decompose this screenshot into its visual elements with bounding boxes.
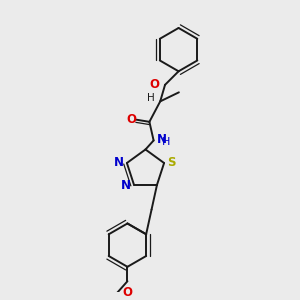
- Text: O: O: [126, 112, 136, 126]
- Text: H: H: [147, 93, 154, 103]
- Text: N: N: [157, 133, 166, 146]
- Text: O: O: [122, 286, 132, 299]
- Text: S: S: [167, 156, 176, 169]
- Text: H: H: [161, 137, 170, 147]
- Text: O: O: [149, 78, 159, 91]
- Text: N: N: [113, 156, 124, 169]
- Text: N: N: [121, 179, 130, 192]
